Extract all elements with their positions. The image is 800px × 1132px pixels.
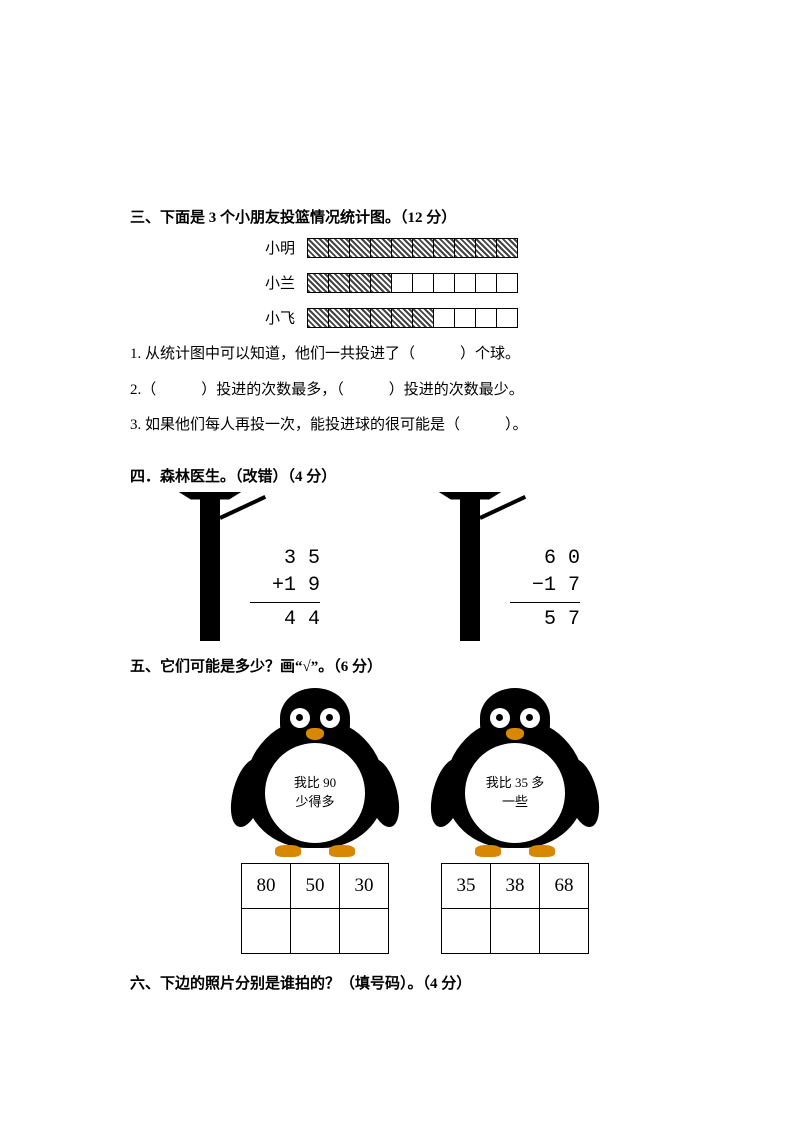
bar-label: 小飞 [245,307,295,328]
q4-row: 3 5 +1 9 4 4 6 0 −1 7 5 7 [130,496,700,641]
q3-sub3: 3. 如果他们每人再投一次，能投进球的很可能是（ ）。 [130,413,700,439]
bar-label: 小兰 [245,272,295,293]
math-res: 4 4 [250,606,320,633]
q5-row: 我比 90少得多 80 50 30 [130,688,700,954]
penguin-icon: 我比 90少得多 [235,688,395,853]
choice-cell[interactable]: 80 [242,863,291,908]
choice-cell[interactable]: 35 [442,863,491,908]
q3-title: 三、下面是 3 个小朋友投篮情况统计图。（12 分） [130,206,700,227]
bar-outer [307,238,518,258]
answer-cell[interactable] [291,908,340,953]
penguin-block-2: 我比 35 多一些 35 38 68 [435,688,595,954]
answer-cell[interactable] [442,908,491,953]
vertical-math: 6 0 −1 7 5 7 [510,545,580,633]
answer-cell[interactable] [540,908,589,953]
bar-row-ming: 小明 [130,237,700,258]
tree-icon [460,496,480,641]
q4-title: 四．森林医生。（改错）（4 分） [130,465,700,486]
choice-cell[interactable]: 68 [540,863,589,908]
q3-chart: 小明 小兰 小飞 [130,237,700,328]
choice-cell[interactable]: 50 [291,863,340,908]
vertical-math: 3 5 +1 9 4 4 [250,545,320,633]
bar-outer [307,308,518,328]
choice-grid: 80 50 30 [241,863,389,954]
math-a: 3 5 [250,545,320,572]
q3-sub2: 2.（ ）投进的次数最多，（ ）投进的次数最少。 [130,378,700,404]
penguin-text: 我比 90少得多 [265,743,365,843]
q6-title: 六、下边的照片分别是谁拍的？（填号码）。（4 分） [130,972,700,993]
penguin-icon: 我比 35 多一些 [435,688,595,853]
q5-title: 五、它们可能是多少？画“√”。（6 分） [130,655,700,676]
worksheet-page: 三、下面是 3 个小朋友投篮情况统计图。（12 分） 小明 小兰 小飞 1. 从… [0,0,800,1043]
math-rule [510,602,580,603]
bar-outer [307,273,518,293]
penguin-text: 我比 35 多一些 [465,743,565,843]
answer-cell[interactable] [242,908,291,953]
tree-icon [200,496,220,641]
math-res: 5 7 [510,606,580,633]
math-op: −1 7 [510,572,580,599]
choice-grid: 35 38 68 [441,863,589,954]
q3-sub1: 1. 从统计图中可以知道，他们一共投进了（ ）个球。 [130,342,700,368]
penguin-block-1: 我比 90少得多 80 50 30 [235,688,395,954]
math-op: +1 9 [250,572,320,599]
q4-problem-1: 3 5 +1 9 4 4 [200,496,320,641]
choice-cell[interactable]: 38 [491,863,540,908]
answer-cell[interactable] [340,908,389,953]
bar-row-lan: 小兰 [130,272,700,293]
math-a: 6 0 [510,545,580,572]
q4-problem-2: 6 0 −1 7 5 7 [460,496,580,641]
math-rule [250,602,320,603]
bar-row-fei: 小飞 [130,307,700,328]
answer-cell[interactable] [491,908,540,953]
choice-cell[interactable]: 30 [340,863,389,908]
bar-label: 小明 [245,237,295,258]
